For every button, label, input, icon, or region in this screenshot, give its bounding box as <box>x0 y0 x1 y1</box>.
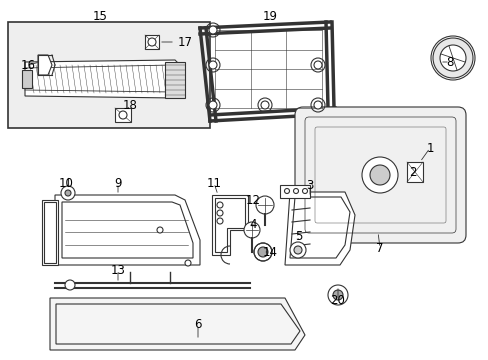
Circle shape <box>65 280 75 290</box>
Polygon shape <box>212 195 247 255</box>
Text: 9: 9 <box>114 176 122 189</box>
Circle shape <box>439 45 465 71</box>
Text: 10: 10 <box>59 176 73 189</box>
Circle shape <box>289 242 305 258</box>
Circle shape <box>293 189 298 194</box>
Circle shape <box>261 101 268 109</box>
Circle shape <box>313 101 321 109</box>
Circle shape <box>313 61 321 69</box>
Polygon shape <box>164 62 184 98</box>
Text: 14: 14 <box>262 246 277 258</box>
Circle shape <box>361 157 397 193</box>
Polygon shape <box>22 70 32 88</box>
Circle shape <box>284 189 289 194</box>
Text: 13: 13 <box>110 264 125 276</box>
Polygon shape <box>285 192 354 265</box>
Polygon shape <box>50 298 305 350</box>
Text: 20: 20 <box>330 293 345 306</box>
Polygon shape <box>25 60 184 98</box>
Text: 7: 7 <box>375 242 383 255</box>
Circle shape <box>293 246 302 254</box>
Text: 4: 4 <box>249 217 256 230</box>
Text: 15: 15 <box>92 9 107 23</box>
Polygon shape <box>38 55 52 75</box>
Circle shape <box>302 189 307 194</box>
Polygon shape <box>55 195 200 265</box>
Text: 17: 17 <box>177 36 192 49</box>
Circle shape <box>256 196 273 214</box>
Text: 1: 1 <box>426 141 433 154</box>
Circle shape <box>332 290 342 300</box>
FancyBboxPatch shape <box>294 107 465 243</box>
Text: 8: 8 <box>446 55 453 68</box>
Circle shape <box>327 285 347 305</box>
Circle shape <box>157 227 163 233</box>
Circle shape <box>208 101 217 109</box>
Text: 19: 19 <box>262 9 277 23</box>
Circle shape <box>253 243 271 261</box>
Circle shape <box>217 218 223 224</box>
Text: 2: 2 <box>408 166 416 179</box>
Circle shape <box>61 186 75 200</box>
Text: 5: 5 <box>295 230 302 243</box>
Circle shape <box>184 260 191 266</box>
Bar <box>406 162 422 182</box>
Circle shape <box>217 210 223 216</box>
Bar <box>8 22 209 128</box>
Bar <box>145 35 159 49</box>
Circle shape <box>258 247 267 257</box>
Polygon shape <box>280 185 309 198</box>
Circle shape <box>369 165 389 185</box>
Circle shape <box>148 38 156 46</box>
Text: 12: 12 <box>245 194 260 207</box>
Text: 3: 3 <box>305 179 313 192</box>
Text: 6: 6 <box>194 319 202 332</box>
Bar <box>115 108 131 122</box>
Circle shape <box>217 202 223 208</box>
Polygon shape <box>42 200 58 265</box>
Text: 18: 18 <box>122 99 137 112</box>
Circle shape <box>119 111 127 119</box>
Text: 11: 11 <box>206 176 221 189</box>
Circle shape <box>65 190 71 196</box>
Text: 16: 16 <box>20 59 36 72</box>
Circle shape <box>432 38 472 78</box>
Circle shape <box>208 26 217 34</box>
Circle shape <box>244 222 260 238</box>
Circle shape <box>208 61 217 69</box>
